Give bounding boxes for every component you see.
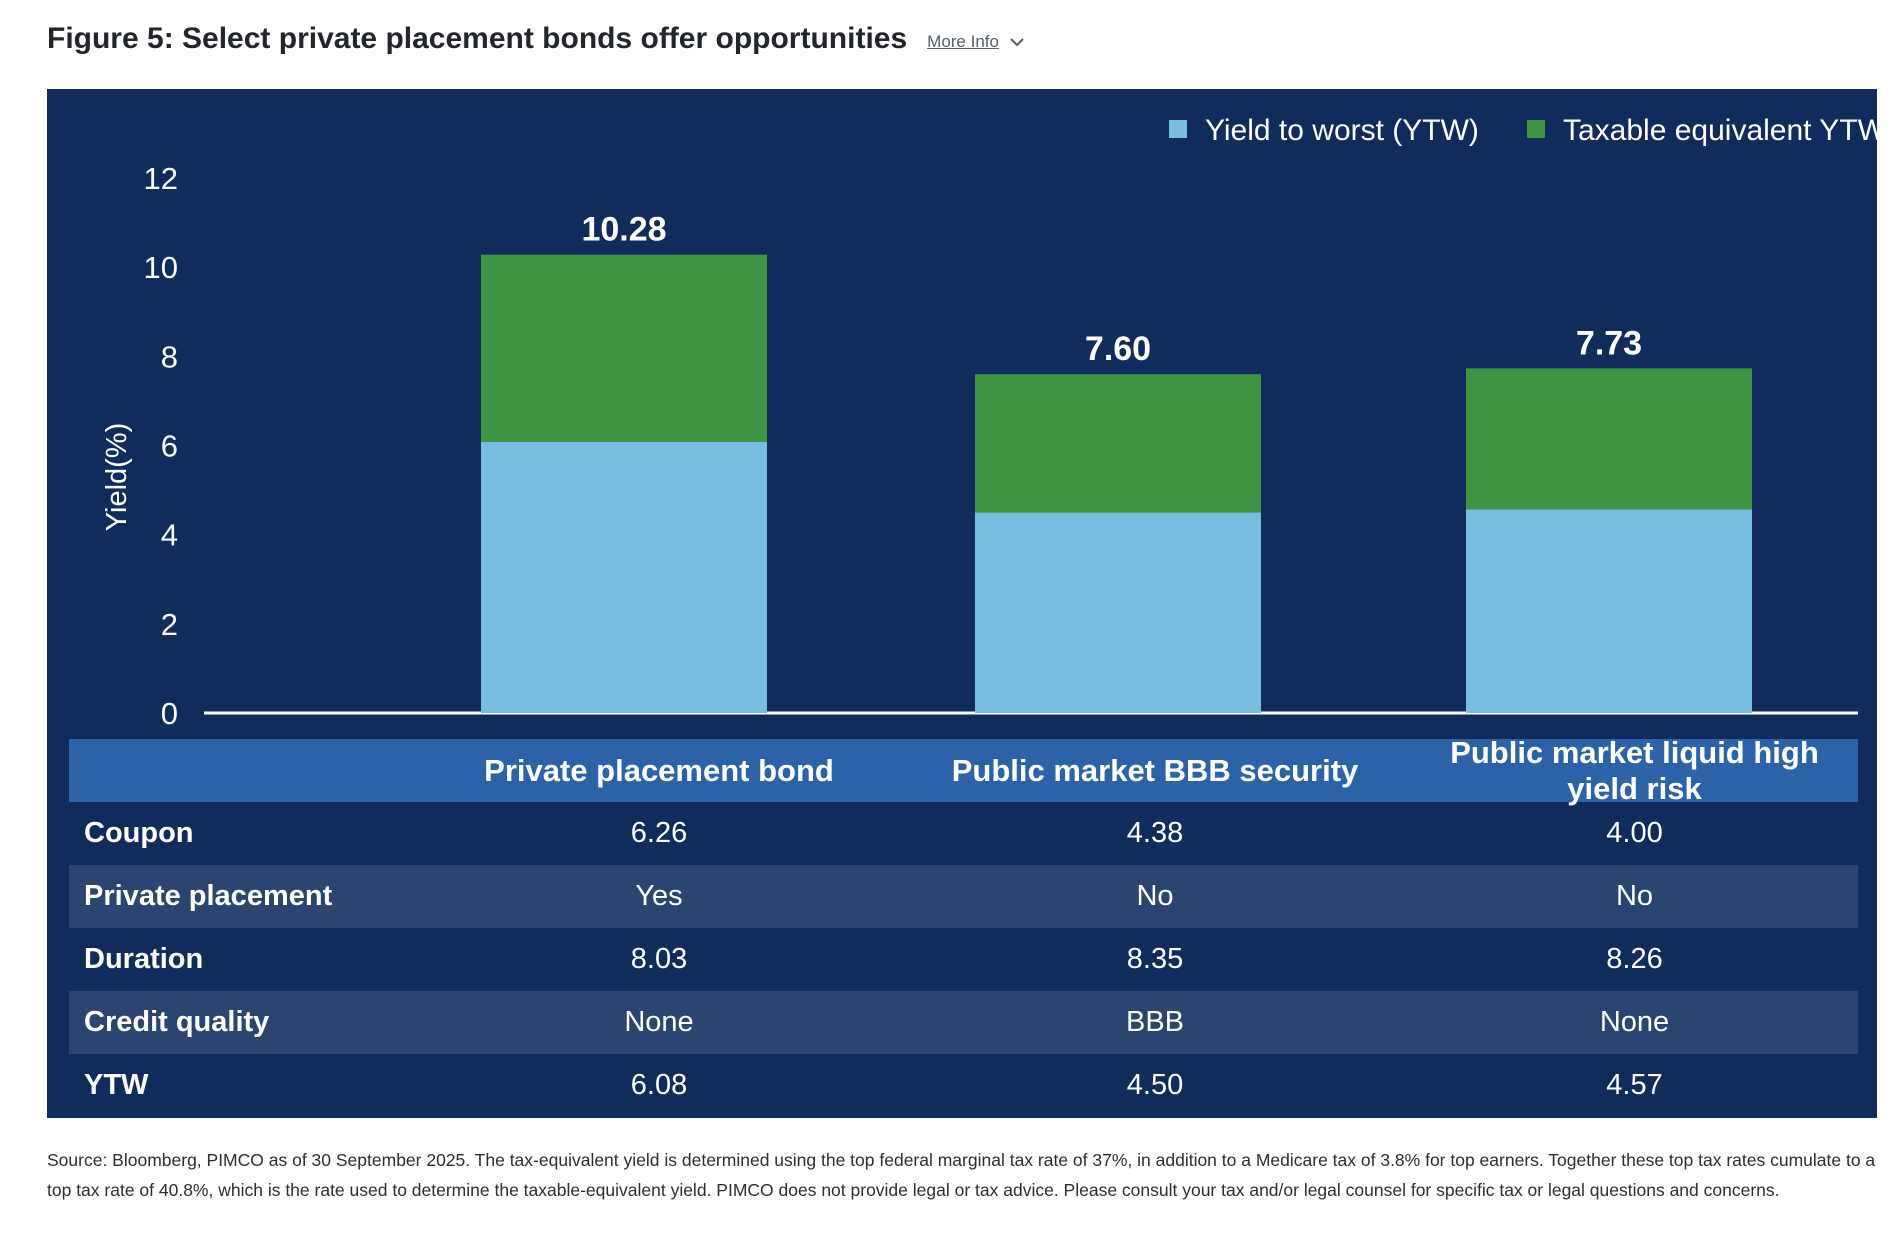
table-header-cell: Public market BBB security (951, 752, 1359, 788)
table-cell: 6.26 (630, 817, 688, 849)
bar-segment-taxable-equivalent (481, 254, 767, 442)
table-cell: 8.35 (1126, 943, 1184, 975)
y-tick-label: 12 (144, 161, 178, 196)
y-tick-label: 0 (161, 696, 178, 731)
table-cell: None (624, 1006, 694, 1038)
row-label: Private placement (84, 880, 333, 912)
y-axis-label: Yield(%) (101, 423, 133, 532)
table-cell: 4.57 (1606, 1069, 1663, 1101)
table-row: Duration 8.03 8.35 8.26 (69, 928, 1858, 991)
table-cell: 8.03 (630, 943, 688, 975)
stacked-bar-chart: 0 2 4 6 8 10 12 Yield(%) 10.28 7.60 7.73 Yield to w… (101, 114, 1877, 731)
y-tick-label: 6 (161, 429, 178, 464)
table-header-cell: Private placement bond (484, 752, 834, 788)
table-cell: 6.08 (630, 1069, 688, 1101)
bar-segment-ytw (975, 512, 1261, 713)
legend-label: Yield to worst (YTW) (1205, 114, 1479, 147)
table-cell: 8.26 (1606, 943, 1663, 975)
y-tick-label: 8 (161, 339, 178, 374)
row-label: Duration (84, 943, 204, 975)
table-cell: 4.50 (1126, 1069, 1184, 1101)
y-tick-label: 4 (161, 518, 178, 553)
table-row: Private placement Yes No No (69, 865, 1858, 928)
legend-swatch (1169, 120, 1187, 138)
table-cell: 4.38 (1126, 817, 1184, 849)
more-info-toggle[interactable]: More Info (927, 32, 1025, 52)
table-cell: BBB (1125, 1006, 1185, 1038)
bar-segment-ytw (481, 441, 767, 713)
table-cell: 4.00 (1606, 817, 1663, 849)
table-header-cell: Public market liquid high yield risk (1450, 734, 1819, 806)
table-row: Credit quality None BBB None (69, 991, 1858, 1054)
table-row: YTW 6.08 4.50 4.57 (69, 1054, 1858, 1117)
bar-total-label: 7.73 (1576, 324, 1642, 362)
table-header-row: Private placement bond Public market BBB… (69, 735, 1858, 806)
more-info-link[interactable]: More Info (927, 32, 999, 51)
bar-segment-taxable-equivalent (975, 374, 1261, 513)
table-cell: No (1615, 880, 1654, 912)
bar-segment-taxable-equivalent (1466, 368, 1752, 510)
y-tick-label: 10 (144, 250, 178, 285)
bar-total-label: 10.28 (581, 211, 666, 249)
y-tick-label: 2 (161, 607, 178, 642)
legend-label: Taxable equivalent YTW (1563, 114, 1877, 147)
row-label: YTW (84, 1069, 149, 1101)
chevron-down-icon[interactable] (1009, 37, 1025, 47)
table-cell: Yes (635, 880, 683, 912)
row-label: Credit quality (84, 1006, 270, 1038)
bar-total-label: 7.60 (1085, 330, 1151, 368)
row-label: Coupon (84, 817, 194, 849)
table-row: Coupon 6.26 4.38 4.00 (69, 802, 1858, 865)
chart-panel: 0 2 4 6 8 10 12 Yield(%) 10.28 7.60 7.73 Yield to w… (47, 89, 1877, 1118)
table-cell: No (1136, 880, 1174, 912)
figure-title: Figure 5: Select private placement bonds… (47, 22, 908, 55)
comparison-table: Private placement bond Public market BBB… (69, 735, 1858, 1117)
bar-segment-ytw (1466, 509, 1752, 713)
source-note: Source: Bloomberg, PIMCO as of 30 Septem… (47, 1150, 1876, 1200)
legend-swatch (1527, 120, 1545, 138)
figure-header: Figure 5: Select private placement bonds… (47, 22, 1025, 56)
table-cell: None (1599, 1006, 1670, 1038)
